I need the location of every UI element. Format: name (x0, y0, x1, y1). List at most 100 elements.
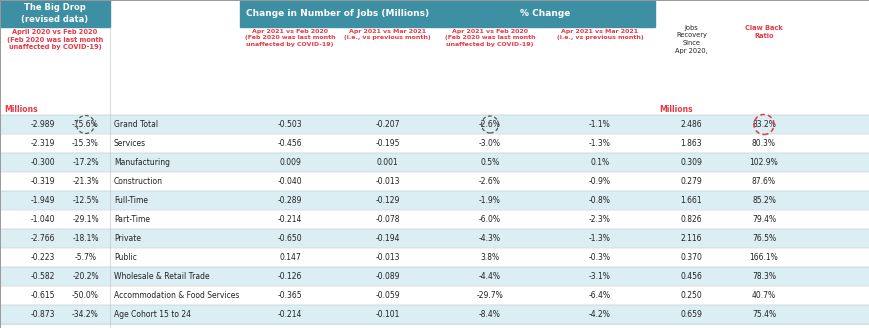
Text: -50.0%: -50.0% (72, 291, 99, 300)
Text: -2.319: -2.319 (30, 139, 55, 148)
Bar (0, 210, 869, 229)
Text: -0.129: -0.129 (375, 196, 399, 205)
Bar (0, 305, 869, 324)
Text: 0.250: 0.250 (680, 291, 701, 300)
Text: -4.2%: -4.2% (588, 310, 610, 319)
Text: 0.659: 0.659 (680, 310, 701, 319)
Bar (0, 229, 869, 248)
Text: -0.582: -0.582 (30, 272, 55, 281)
Text: -3.1%: -3.1% (588, 272, 610, 281)
Text: -3.0%: -3.0% (479, 139, 501, 148)
Text: Services: Services (114, 139, 146, 148)
Bar (0, 134, 869, 153)
Text: -15.3%: -15.3% (72, 139, 99, 148)
Text: -0.9%: -0.9% (588, 177, 610, 186)
Text: -0.195: -0.195 (375, 139, 399, 148)
Text: -0.3%: -0.3% (588, 253, 610, 262)
Text: -0.615: -0.615 (30, 291, 55, 300)
Bar (0, 248, 869, 267)
Text: 0.009: 0.009 (279, 158, 301, 167)
Bar (434, 0, 654, 27)
Text: -0.365: -0.365 (277, 291, 302, 300)
Text: -18.1%: -18.1% (72, 234, 99, 243)
Text: 0.147: 0.147 (279, 253, 301, 262)
Text: 0.001: 0.001 (376, 158, 398, 167)
Text: -0.873: -0.873 (30, 310, 55, 319)
Text: 78.3%: 78.3% (751, 272, 775, 281)
Text: -0.013: -0.013 (375, 177, 399, 186)
Text: -29.1%: -29.1% (72, 215, 99, 224)
Text: 0.456: 0.456 (680, 272, 701, 281)
Text: -1.1%: -1.1% (588, 120, 610, 129)
Text: -1.040: -1.040 (30, 215, 55, 224)
Text: -1.3%: -1.3% (588, 234, 610, 243)
Text: Millions: Millions (4, 105, 37, 114)
Text: 1.661: 1.661 (680, 196, 701, 205)
Text: -0.214: -0.214 (277, 310, 302, 319)
Text: -2.3%: -2.3% (588, 215, 610, 224)
Text: -1.9%: -1.9% (479, 196, 501, 205)
Text: -0.214: -0.214 (277, 215, 302, 224)
Text: -0.503: -0.503 (277, 120, 302, 129)
Text: -0.300: -0.300 (30, 158, 55, 167)
Text: -4.4%: -4.4% (479, 272, 501, 281)
Text: -34.2%: -34.2% (72, 310, 99, 319)
Text: -0.319: -0.319 (30, 177, 55, 186)
Text: -0.126: -0.126 (277, 272, 302, 281)
Bar (0, 286, 869, 305)
Text: Apr 2021 vs Feb 2020
(Feb 2020 was last month
unaffected by COVID-19): Apr 2021 vs Feb 2020 (Feb 2020 was last … (444, 29, 534, 47)
Text: -0.040: -0.040 (277, 177, 302, 186)
Text: Part-Time: Part-Time (114, 215, 149, 224)
Text: 87.6%: 87.6% (751, 177, 775, 186)
Text: 2.486: 2.486 (680, 120, 701, 129)
Text: -21.3%: -21.3% (72, 177, 99, 186)
Text: -5.7%: -5.7% (75, 253, 96, 262)
Text: -6.4%: -6.4% (588, 291, 610, 300)
Text: 0.1%: 0.1% (590, 158, 609, 167)
Text: -0.8%: -0.8% (588, 196, 610, 205)
Text: 0.279: 0.279 (680, 177, 701, 186)
Text: Full-Time: Full-Time (114, 196, 148, 205)
Text: -0.059: -0.059 (375, 291, 400, 300)
Text: Apr 2021 vs Mar 2021
(i.e., vs previous month): Apr 2021 vs Mar 2021 (i.e., vs previous … (556, 29, 642, 40)
Bar (0, 153, 869, 172)
Text: -0.194: -0.194 (375, 234, 399, 243)
Text: 0.5%: 0.5% (480, 158, 499, 167)
Text: 85.2%: 85.2% (751, 196, 775, 205)
Text: -1.949: -1.949 (30, 196, 55, 205)
Text: 102.9%: 102.9% (749, 158, 778, 167)
Text: The Big Drop
(revised data): The Big Drop (revised data) (22, 4, 89, 24)
Bar (0, 191, 869, 210)
Text: -0.289: -0.289 (277, 196, 302, 205)
Text: 3.8%: 3.8% (480, 253, 499, 262)
Text: 40.7%: 40.7% (751, 291, 775, 300)
Text: % Change: % Change (519, 9, 569, 18)
Text: -12.5%: -12.5% (72, 196, 99, 205)
Text: 0.826: 0.826 (680, 215, 701, 224)
Text: Private: Private (114, 234, 141, 243)
Text: Millions: Millions (658, 105, 692, 114)
Bar (0, 172, 869, 191)
Text: Apr 2021 vs Feb 2020
(Feb 2020 was last month
unaffected by COVID-19): Apr 2021 vs Feb 2020 (Feb 2020 was last … (244, 29, 335, 47)
Text: -20.2%: -20.2% (72, 272, 99, 281)
Text: 166.1%: 166.1% (749, 253, 778, 262)
Bar (0, 115, 869, 134)
Text: -15.6%: -15.6% (72, 120, 99, 129)
Text: 75.4%: 75.4% (751, 310, 775, 319)
Text: Grand Total: Grand Total (114, 120, 158, 129)
Text: -2.766: -2.766 (30, 234, 55, 243)
Text: 76.5%: 76.5% (751, 234, 775, 243)
Bar (240, 0, 434, 27)
Text: -0.207: -0.207 (375, 120, 399, 129)
Text: -17.2%: -17.2% (72, 158, 99, 167)
Text: -0.223: -0.223 (30, 253, 55, 262)
Text: Apr 2021 vs Mar 2021
(i.e., vs previous month): Apr 2021 vs Mar 2021 (i.e., vs previous … (344, 29, 430, 40)
Text: April 2020 vs Feb 2020
(Feb 2020 was last month
unaffected by COVID-19): April 2020 vs Feb 2020 (Feb 2020 was las… (7, 29, 103, 51)
Text: Construction: Construction (114, 177, 163, 186)
Text: Public: Public (114, 253, 136, 262)
Text: -2.6%: -2.6% (479, 120, 501, 129)
Text: -8.4%: -8.4% (479, 310, 501, 319)
Text: -0.456: -0.456 (277, 139, 302, 148)
Text: 0.370: 0.370 (680, 253, 701, 262)
Text: -1.3%: -1.3% (588, 139, 610, 148)
